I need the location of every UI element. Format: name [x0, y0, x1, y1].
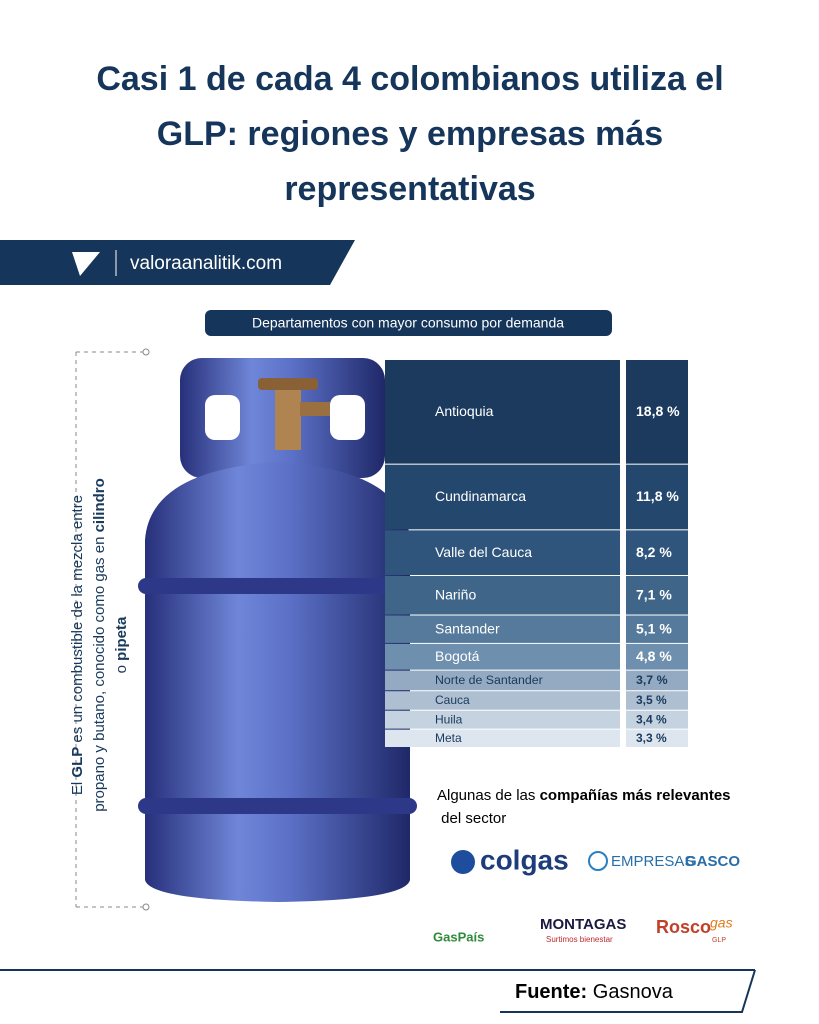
bar — [385, 360, 688, 464]
column-gap — [620, 358, 626, 748]
chart-title-chip — [205, 310, 612, 336]
category-label: Meta — [435, 731, 462, 745]
text-segment: pipeta — [113, 616, 130, 661]
logo-montagas-tag: Surtimos bienestar — [546, 935, 613, 944]
category-label: Norte de Santander — [435, 673, 543, 687]
value-label: 3,5 % — [636, 693, 667, 707]
bar — [385, 729, 688, 747]
value-label: 3,7 % — [636, 673, 668, 687]
logos: colgas EMPRESAS GASCO GasPaís MONTAGAS S… — [433, 844, 740, 944]
logo-montagas: MONTAGAS — [540, 916, 626, 933]
source-label: Fuente: — [515, 981, 587, 1003]
bar — [385, 530, 688, 575]
note: El GLP es un combustible de la mezcla en… — [67, 475, 133, 815]
value-label: 18,8 % — [636, 403, 680, 419]
chart-title: Departamentos con mayor consumo por dema… — [252, 315, 564, 331]
source-name: Gasnova — [593, 981, 674, 1003]
logo-gasco-b: GASCO — [685, 853, 740, 870]
value-label: 11,8 % — [636, 488, 679, 504]
value-label: 4,8 % — [636, 648, 672, 664]
category-label: Bogotá — [435, 648, 480, 664]
site-banner — [0, 240, 355, 285]
bar — [385, 464, 688, 530]
logo-rosco-c: GLP — [712, 937, 726, 944]
text-segment: GLP — [69, 746, 86, 778]
footer-box — [500, 969, 756, 1013]
category-label: Nariño — [435, 586, 476, 602]
text-segment: El — [69, 777, 86, 796]
bar — [385, 575, 688, 615]
text-segment: compañías más relevantes — [540, 787, 731, 804]
value-label: 3,4 % — [636, 712, 667, 726]
text-segment: cilindro — [91, 478, 108, 533]
logo-gasco-a: EMPRESAS — [611, 853, 694, 870]
category-label: Huila — [435, 712, 463, 726]
value-label: 3,3 % — [636, 731, 667, 745]
logo-colgas: colgas — [480, 844, 569, 875]
logo-icon — [72, 252, 100, 276]
text-segment: Algunas de las — [437, 787, 540, 804]
source: Fuente: Gasnova — [515, 981, 674, 1003]
category-label: Cauca — [435, 693, 470, 707]
text-segment: del sector — [437, 810, 506, 827]
companies-intro: Algunas de las compañías más relevantes … — [437, 787, 731, 827]
bracket — [75, 348, 150, 911]
bar — [385, 615, 688, 643]
value-label: 5,1 % — [636, 620, 672, 636]
site: valoraanalitik.com — [130, 253, 282, 274]
bar — [385, 710, 688, 729]
value-label: 7,1 % — [636, 586, 672, 602]
category-label: Cundinamarca — [435, 488, 526, 504]
bar — [385, 670, 688, 691]
logo-rosco-b: gas — [710, 915, 733, 931]
category-label: Valle del Cauca — [435, 544, 532, 560]
bar — [385, 691, 688, 710]
value-label: 8,2 % — [636, 544, 672, 560]
text-segment: o — [113, 660, 130, 674]
category-label: Antioquia — [435, 403, 494, 419]
category-label: Santander — [435, 620, 500, 636]
logo-gaspais: GasPaís — [433, 929, 484, 944]
logo-rosco-a: Rosco — [656, 917, 711, 937]
cylinder — [138, 358, 417, 902]
title: Casi 1 de cada 4 colombianos utiliza el … — [96, 60, 724, 208]
bar — [385, 643, 688, 670]
